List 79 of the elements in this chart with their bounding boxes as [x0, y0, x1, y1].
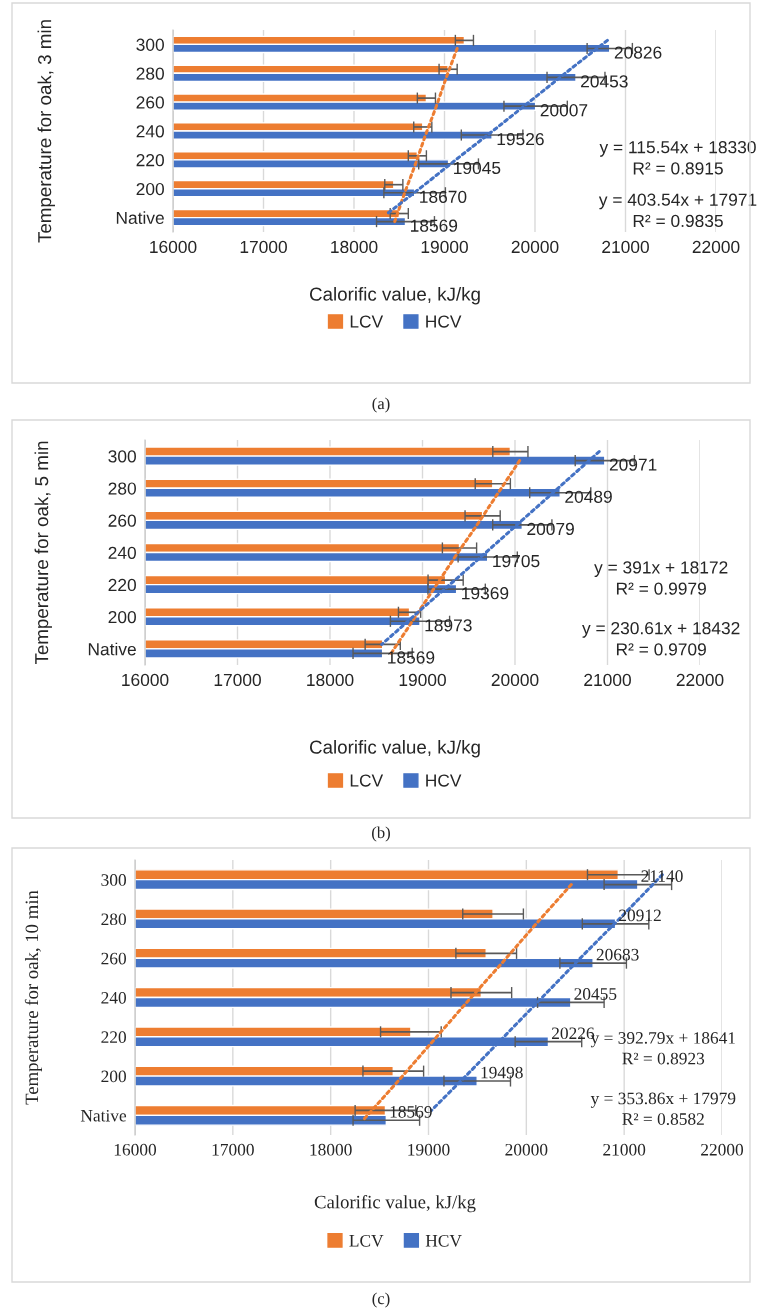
y-tick-label: 200: [136, 182, 164, 196]
data-label: 20826: [614, 46, 662, 59]
x-tick-label: 20000: [491, 673, 539, 687]
annotation: y = 353.86x + 17979 R² = 0.8582: [590, 1092, 736, 1125]
data-label: 19045: [454, 161, 501, 175]
legend-label: HCV: [426, 315, 462, 328]
y-tick-label: Native: [88, 642, 136, 656]
data-label: 18670: [420, 190, 467, 203]
x-tick-label: 16000: [150, 240, 197, 254]
data-label: 20453: [581, 75, 628, 88]
y-tick-label: 200: [108, 610, 136, 624]
data-label: 19498: [481, 1066, 523, 1079]
x-axis-title: Calorific value, kJ/kg: [314, 1195, 476, 1213]
annotation: y = 115.54x + 18330 R² = 0.8915: [599, 141, 756, 175]
x-tick-label: 19000: [421, 240, 468, 254]
y-tick-label: 300: [136, 38, 164, 51]
x-tick-label: 18000: [307, 673, 354, 687]
y-tick-label: 280: [108, 482, 136, 495]
legend-label: LCV: [350, 774, 384, 787]
annotation: y = 391x + 18172 R² = 0.9979: [594, 561, 728, 595]
y-tick-label: 220: [108, 578, 136, 592]
data-label: 18973: [425, 619, 472, 632]
x-tick-label: 16000: [122, 673, 169, 687]
x-tick-label: 22000: [701, 1143, 744, 1156]
y-tick-label: 260: [108, 514, 136, 527]
legend-label: HCV: [425, 1234, 462, 1247]
x-tick-label: 21000: [584, 673, 631, 687]
x-tick-label: 21000: [603, 1143, 646, 1156]
annotation: y = 403.54x + 17971 R² = 0.9835: [598, 193, 757, 228]
x-tick-label: 17000: [214, 673, 261, 687]
y-tick-label: 260: [136, 96, 164, 109]
y-tick-label: 260: [101, 952, 126, 965]
y-tick-label: 280: [101, 913, 126, 926]
x-axis-title: Calorific value, kJ/kg: [309, 740, 480, 758]
data-label: 19369: [462, 587, 509, 600]
x-tick-label: 19000: [399, 673, 446, 687]
legend-label: HCV: [426, 774, 462, 787]
x-tick-label: 19000: [408, 1143, 450, 1156]
x-tick-label: 20000: [511, 240, 559, 254]
x-tick-label: 16000: [114, 1143, 157, 1156]
data-label: 20079: [527, 522, 574, 536]
x-tick-label: 22000: [692, 240, 740, 254]
x-tick-label: 17000: [240, 240, 287, 254]
y-tick-label: 220: [136, 154, 164, 167]
y-axis-title: Temperature for oak, 5 min: [34, 441, 52, 665]
x-tick-label: 21000: [602, 240, 649, 254]
x-tick-label: 17000: [212, 1143, 254, 1156]
legend-label: LCV: [350, 315, 384, 328]
y-tick-label: 300: [101, 874, 126, 886]
y-tick-label: Native: [80, 1109, 127, 1122]
y-tick-label: 240: [136, 125, 164, 138]
x-tick-label: 22000: [676, 673, 724, 687]
data-label: 20971: [609, 458, 657, 471]
x-axis-title: Calorific value, kJ/kg: [309, 287, 480, 305]
y-tick-label: 200: [101, 1070, 126, 1083]
y-axis-title: Temperature for oak, 10 min: [24, 890, 42, 1105]
x-tick-label: 20000: [505, 1143, 548, 1156]
data-label: 20007: [540, 104, 588, 117]
data-label: 19705: [493, 554, 540, 568]
text: (a): [372, 397, 390, 413]
y-axis-title: Temperature for oak, 3 min: [37, 20, 55, 243]
data-label: 18569: [388, 651, 435, 664]
y-tick-label: 240: [108, 546, 136, 559]
data-label: 20683: [596, 948, 639, 961]
text: (b): [372, 826, 390, 842]
y-tick-label: 240: [101, 991, 126, 1004]
annotation: y = 230.61x + 18432 R² = 0.9709: [582, 622, 740, 656]
data-label: 20489: [565, 490, 612, 503]
data-label: 18569: [410, 219, 458, 232]
y-tick-label: 280: [136, 67, 164, 80]
data-label: 19526: [497, 132, 544, 146]
x-tick-label: 18000: [331, 240, 378, 254]
y-tick-label: Native: [116, 211, 164, 225]
y-tick-label: 220: [101, 1031, 126, 1043]
y-tick-label: 300: [108, 450, 136, 463]
text: (c): [372, 1292, 390, 1308]
data-label: 20455: [574, 988, 617, 1000]
legend-label: LCV: [349, 1234, 384, 1247]
x-tick-label: 18000: [310, 1143, 352, 1156]
